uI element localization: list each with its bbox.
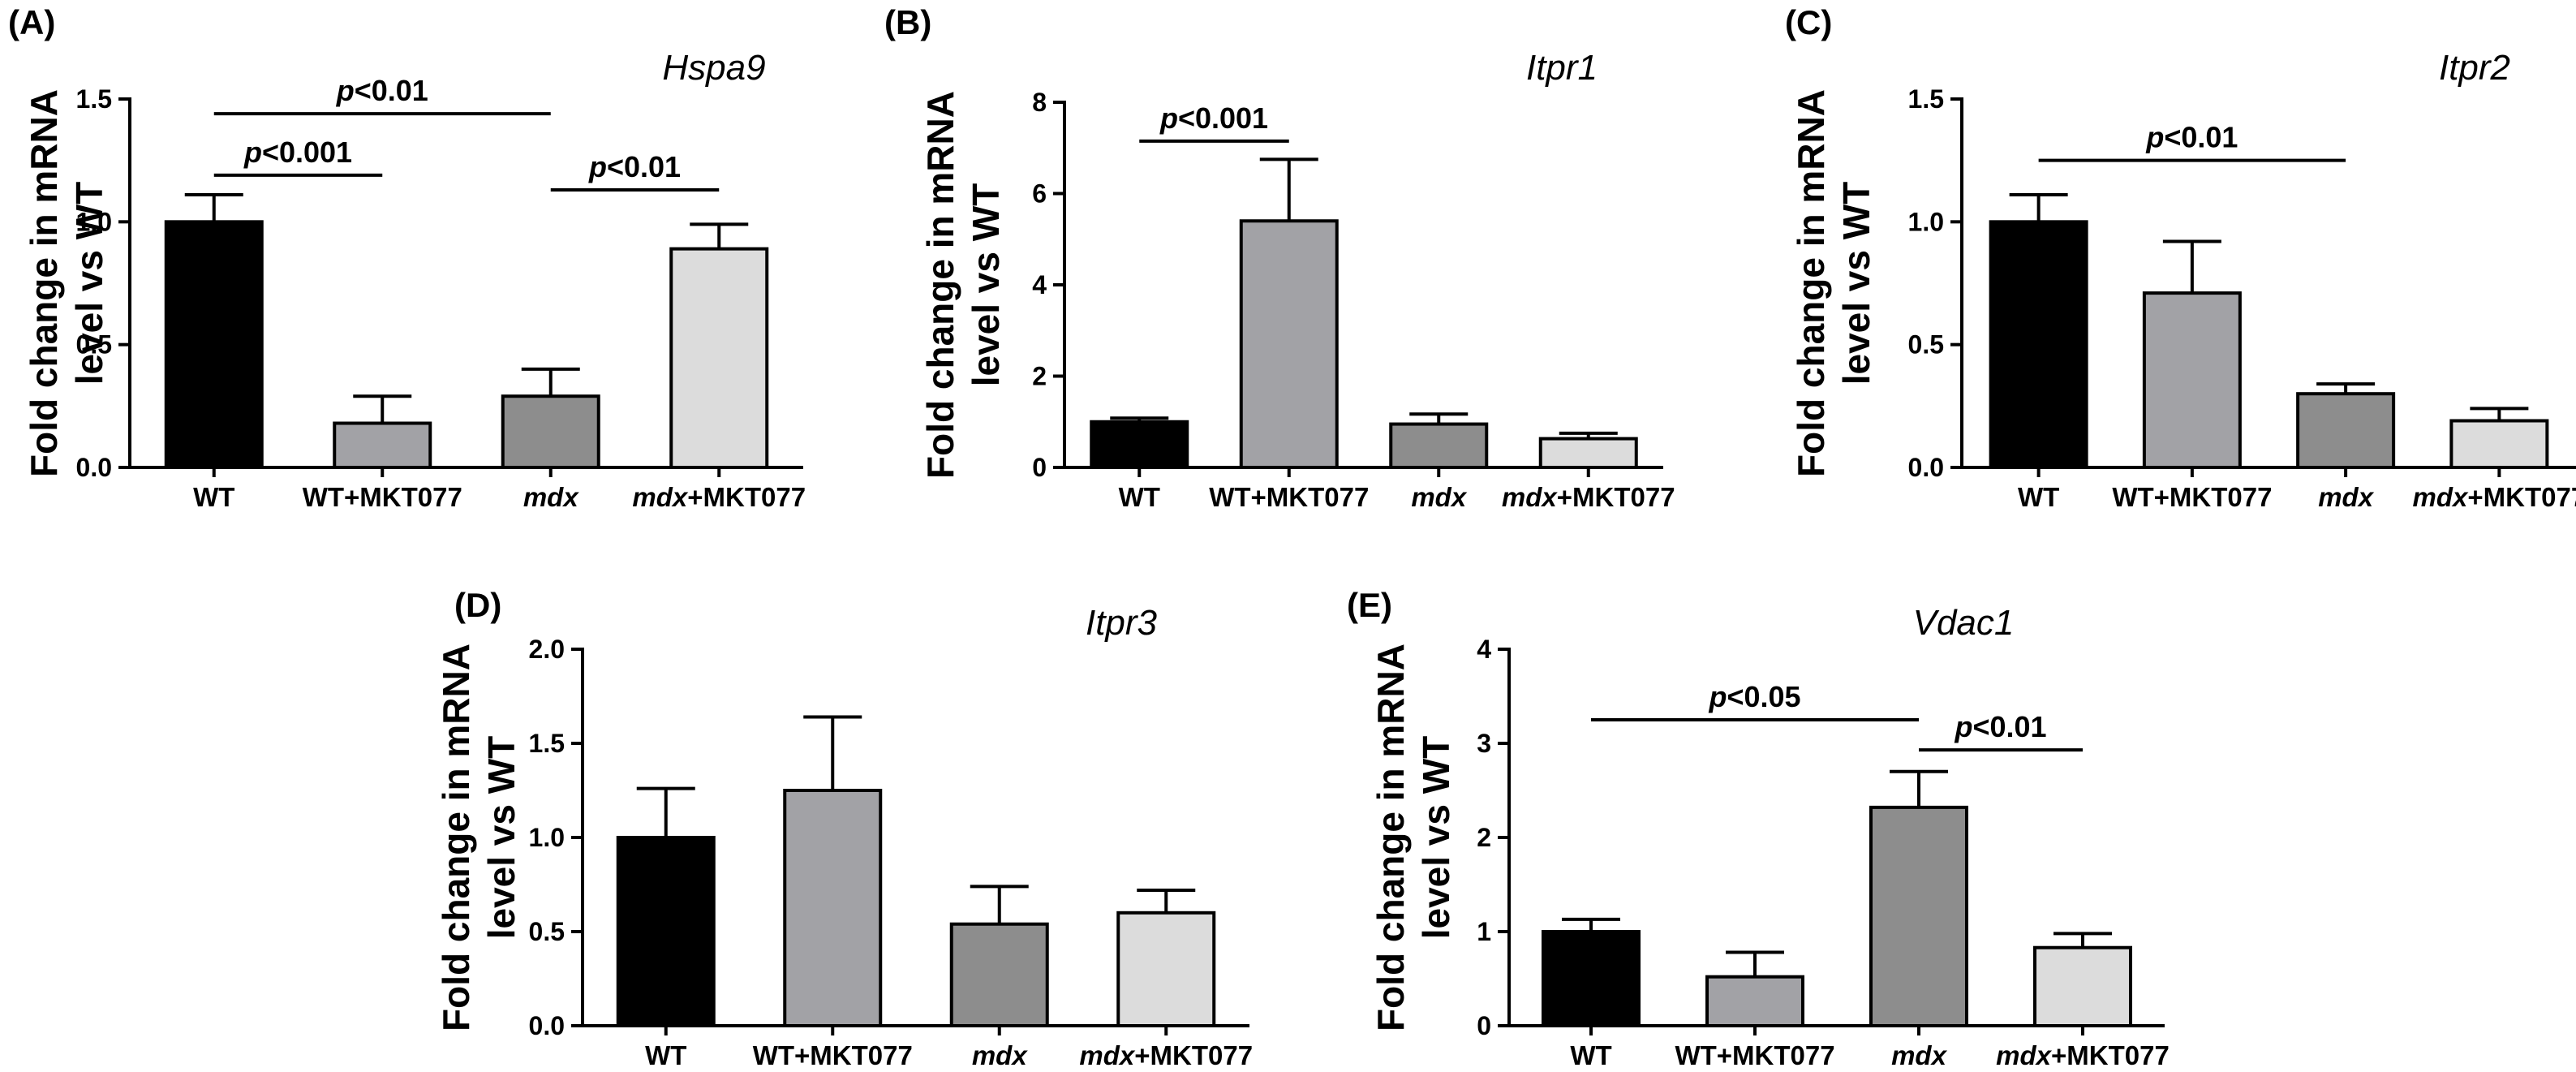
y-axis-label: Fold change in mRNAlevel vs WT: [1370, 644, 1457, 1031]
bar-wt-mkt077: [783, 789, 883, 1027]
cat-wt-mkt077: WT+MKT077: [1675, 1040, 1834, 1070]
bar-wt: [616, 836, 716, 1027]
y-tick-label: 0.0: [76, 453, 112, 482]
bar-mdx: [1869, 805, 1968, 1027]
y-axis-label: Fold change in mRNAlevel vs WT: [23, 89, 110, 477]
significance-label: p<0.01: [588, 150, 681, 183]
y-tick-label: 8: [1032, 88, 1047, 117]
y-tick-label: 1: [1477, 917, 1491, 946]
cat-mdx-mkt077: mdx+MKT077: [1996, 1040, 2170, 1070]
bar-wt-mkt077: [1239, 219, 1339, 469]
cat-mdx: mdx: [1891, 1040, 1948, 1070]
cat-wt: WT: [1119, 482, 1160, 512]
cat-mdx: mdx: [972, 1040, 1029, 1070]
bar-wt: [1989, 220, 2088, 469]
significance-label: p<0.001: [243, 136, 352, 169]
cat-wt-mkt077: WT+MKT077: [2112, 482, 2272, 512]
bar-mdx: [2296, 392, 2396, 470]
y-tick-label: 2.0: [529, 635, 565, 664]
gene-title: Itpr3: [1086, 603, 1158, 643]
y-tick-label: 1.5: [76, 84, 112, 114]
gene-title: Itpr1: [1526, 48, 1598, 88]
panel-label: (D): [454, 586, 501, 624]
bar-mdx-mkt077: [669, 247, 769, 469]
bar-mdx: [1389, 422, 1489, 469]
cat-mdx-mkt077: mdx+MKT077: [2413, 482, 2576, 512]
panel-b: (B) Itpr1 Fold change in mRNAlevel vs WT 0 2…: [884, 3, 1675, 512]
cat-wt: WT: [645, 1040, 686, 1070]
panel-label: (B): [884, 3, 931, 41]
y-tick-label: 0.5: [76, 330, 112, 359]
bar-mdx-mkt077: [2449, 419, 2549, 470]
y-tick-label: 1.0: [1908, 207, 1944, 236]
gene-title: Hspa9: [662, 48, 765, 88]
bar-mdx-mkt077: [1538, 437, 1638, 469]
y-tick-label: 0.0: [529, 1011, 565, 1040]
y-tick-label: 2: [1032, 362, 1047, 391]
y-tick-label: 1.0: [76, 207, 112, 236]
panel-e: (E) Vdac1 Fold change in mRNAlevel vs WT 0 1…: [1347, 586, 2170, 1070]
bar-wt: [1542, 930, 1641, 1027]
gene-title: Itpr2: [2439, 48, 2510, 88]
y-tick-label: 1.5: [529, 729, 565, 758]
bar-mdx: [501, 394, 600, 469]
panel-c: (C) Itpr2 Fold change in mRNAlevel vs WT 0.…: [1785, 3, 2576, 512]
bar-mdx-mkt077: [1116, 911, 1216, 1028]
bar-wt-mkt077: [2142, 291, 2242, 469]
cat-mdx: mdx: [1411, 482, 1468, 512]
panel-label: (E): [1347, 586, 1392, 624]
significance-label: p<0.01: [336, 74, 428, 107]
bar-wt-mkt077: [333, 421, 432, 470]
panel-label: (A): [8, 3, 55, 41]
y-tick-label: 1.0: [529, 823, 565, 852]
bar-wt-mkt077: [1705, 975, 1804, 1028]
y-tick-label: 0.5: [529, 917, 565, 946]
y-tick-label: 6: [1032, 179, 1047, 209]
y-tick-label: 0: [1477, 1011, 1491, 1040]
panel-a: (A) Hspa9 Fold change in mRNAlevel vs WT0.…: [8, 3, 806, 512]
panel-d: (D) Itpr3 Fold change in mRNAlevel vs WT0.…: [435, 586, 1253, 1070]
cat-mdx-mkt077: mdx+MKT077: [1502, 482, 1675, 512]
y-tick-label: 0: [1032, 453, 1047, 482]
cat-wt: WT: [1570, 1040, 1611, 1070]
bar-mdx: [949, 922, 1049, 1027]
y-tick-label: 4: [1477, 635, 1491, 664]
cat-wt-mkt077: WT+MKT077: [303, 482, 462, 512]
y-tick-label: 4: [1032, 270, 1047, 299]
cat-wt: WT: [2018, 482, 2059, 512]
significance-label: p<0.01: [1954, 710, 2046, 743]
significance-label: p<0.05: [1708, 680, 1800, 713]
cat-mdx: mdx: [2318, 482, 2375, 512]
y-tick-label: 0.0: [1908, 453, 1944, 482]
y-tick-label: 1.5: [1908, 84, 1944, 114]
cat-mdx-mkt077: mdx+MKT077: [632, 482, 806, 512]
cat-wt: WT: [193, 482, 234, 512]
bar-mdx-mkt077: [2033, 945, 2132, 1027]
cat-mdx-mkt077: mdx+MKT077: [1079, 1040, 1253, 1070]
y-tick-label: 0.5: [1908, 330, 1944, 359]
y-axis-label: Fold change in mRNAlevel vs WT: [435, 644, 523, 1031]
y-axis-label: Fold change in mRNAlevel vs WT: [919, 91, 1007, 479]
y-axis-label: Fold change in mRNAlevel vs WT: [1790, 89, 1877, 477]
cat-wt-mkt077: WT+MKT077: [1209, 482, 1369, 512]
significance-label: p<0.001: [1159, 101, 1268, 135]
y-tick-label: 3: [1477, 729, 1491, 758]
bar-wt: [1090, 420, 1189, 469]
gene-title: Vdac1: [1913, 603, 2015, 643]
y-tick-label: 2: [1477, 823, 1491, 852]
cat-wt-mkt077: WT+MKT077: [753, 1040, 913, 1070]
cat-mdx: mdx: [523, 482, 580, 512]
significance-label: p<0.01: [2145, 121, 2238, 154]
bar-wt: [164, 220, 264, 469]
panel-label: (C): [1785, 3, 1832, 41]
